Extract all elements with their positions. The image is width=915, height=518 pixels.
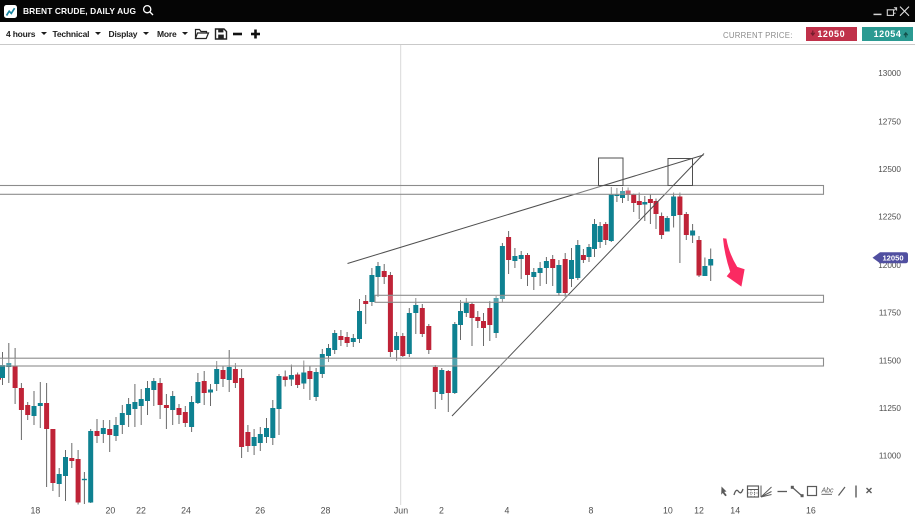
svg-text:11500: 11500 (879, 357, 902, 366)
svg-text:11250: 11250 (879, 404, 902, 413)
svg-text:20: 20 (106, 506, 116, 516)
svg-text:26: 26 (255, 506, 265, 516)
svg-text:12: 12 (694, 506, 704, 516)
svg-text:12000: 12000 (878, 261, 901, 270)
svg-text:Abc: Abc (821, 488, 835, 495)
svg-text:11750: 11750 (879, 308, 902, 317)
svg-text:12250: 12250 (878, 212, 901, 221)
svg-text:24: 24 (181, 506, 191, 516)
svg-text:12050: 12050 (882, 254, 903, 263)
svg-text:28: 28 (321, 506, 331, 516)
svg-text:Jun: Jun (394, 506, 408, 516)
svg-text:22: 22 (136, 506, 146, 516)
svg-text:8: 8 (589, 506, 594, 516)
svg-text:12500: 12500 (878, 165, 901, 174)
svg-text:11000: 11000 (879, 452, 902, 461)
svg-text:13000: 13000 (878, 69, 901, 78)
svg-text:4: 4 (505, 506, 510, 516)
svg-text:10: 10 (663, 506, 673, 516)
svg-text:16: 16 (806, 506, 816, 516)
svg-text:18: 18 (31, 506, 41, 516)
svg-text:2: 2 (439, 506, 444, 516)
svg-text:12750: 12750 (878, 117, 901, 126)
svg-text:14: 14 (730, 506, 740, 516)
